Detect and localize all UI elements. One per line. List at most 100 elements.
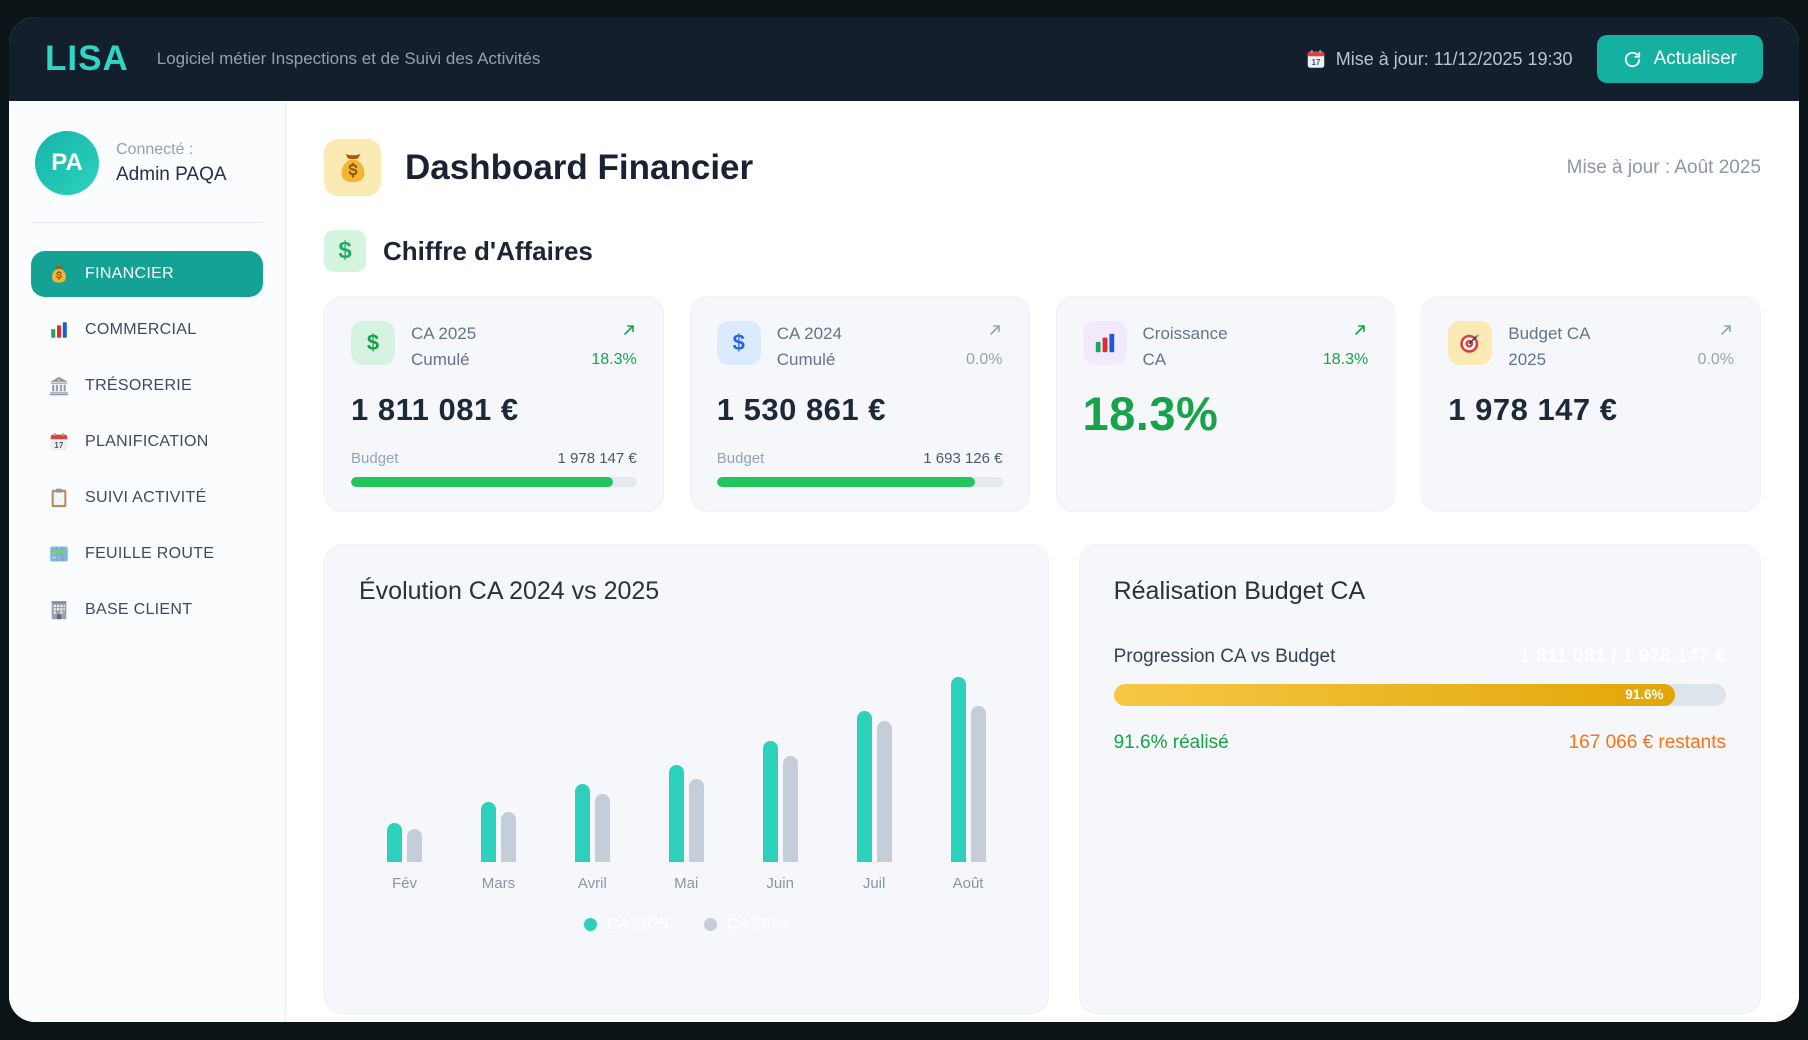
user-name: Admin PAQA [116,163,227,185]
bar-ca-2024 [500,811,516,862]
bar-pair [574,672,610,862]
budget-progress-fill: 91.6% [1113,683,1675,706]
kpi-label: Croissance CA [1143,321,1228,374]
budget-label: Budget [716,449,765,467]
bar-ca-2024 [782,755,798,862]
bar-ca-2025 [950,676,966,862]
budget-stats: 91.6% réalisé 167 066 € restants [1114,732,1726,754]
sidebar-item-label: TRÉSORERIE [85,377,193,394]
kpi-trend-value: 18.3% [1322,350,1369,368]
progression-label: Progression CA vs Budget [1113,645,1336,667]
refresh-icon [1623,50,1642,69]
chart-title: Évolution CA 2024 vs 2025 [359,576,660,605]
kpi-label-line2: 2025 [1508,350,1547,370]
kpi-value: 1 978 147 € [1448,391,1618,427]
bar-group: Mai [668,672,704,892]
legend-dot [704,918,718,932]
kpi-top: $ CA 2024 Cumulé 0.0% [716,321,1003,374]
sidebar-item-label: COMMERCIAL [85,321,197,338]
bar-ca-2024 [688,778,704,862]
kpi-top: $ CA 2025 Cumulé 18.3% [351,321,637,374]
dollar-icon: $ [324,230,366,272]
kpi-label-line2: CA [1142,350,1167,370]
calendar-icon: 17 [1305,48,1327,70]
kpi-label-line1: Budget CA [1508,324,1591,343]
sidebar-item-planification[interactable]: 17 PLANIFICATION [31,419,263,465]
budget-head-row: Progression CA vs Budget 1 811 081 / 1 9… [1114,646,1726,668]
app-logo: LISA [45,39,129,78]
sidebar-item-suivi-activite[interactable]: SUIVI ACTIVITÉ [31,475,263,521]
kpi-value: 1 811 081 € [351,391,519,427]
sidebar-item-label: FEUILLE ROUTE [85,545,215,562]
kpi-progress-track [716,476,1003,487]
bar-ca-2025 [480,801,496,862]
kpi-label-line1: CA 2025 [411,324,477,343]
budget-progress-track: 91.6% [1113,683,1726,706]
page-head: Dashboard Financier Mise à jour : Août 2… [324,139,1761,196]
bar-ca-2024 [970,705,986,862]
bar-group: Mars [480,672,516,892]
budget-value: 1 693 126 € [923,449,1003,467]
last-update-text: Mise à jour: 11/12/2025 19:30 [1335,48,1573,69]
connected-label: Connecté : [116,140,194,158]
kpi-trend: 0.0% [1698,321,1734,372]
bar-chart-icon [1082,321,1127,365]
bar-ca-2025 [574,783,590,862]
bar-group: Juin [762,672,798,892]
svg-text:17: 17 [1311,58,1320,67]
main-panel: Dashboard Financier Mise à jour : Août 2… [286,101,1799,1022]
sidebar-item-label: SUIVI ACTIVITÉ [85,489,207,506]
last-update: 17 Mise à jour: 11/12/2025 19:30 [1305,48,1573,70]
x-axis-label: Août [952,874,984,892]
money-bag-icon [324,139,381,196]
building-icon [48,599,70,621]
sidebar-item-label: PLANIFICATION [85,433,209,450]
x-axis-label: Juin [766,874,794,892]
kpi-label-line1: Croissance [1142,324,1228,343]
sidebar-item-financier[interactable]: FINANCIER [31,251,263,297]
realized-text: 91.6% réalisé [1113,731,1229,753]
budget-panel: Réalisation Budget CA Progression CA vs … [1078,543,1761,1014]
bar-pair [480,672,516,862]
sidebar-item-tresorerie[interactable]: TRÉSORERIE [31,363,263,409]
sidebar-nav: FINANCIER COMMERCIAL TRÉSORERIE 17 PLANIFICA… [31,251,263,633]
x-axis-label: Avril [577,874,607,892]
bar-chart: Fév Mars Avril Mai Juin Juil Août [359,650,1014,892]
refresh-button[interactable]: Actualiser [1596,35,1763,83]
kpi-label-line1: CA 2024 [776,324,842,343]
user-block: PA Connecté : Admin PAQA [31,131,263,195]
sidebar-item-feuille-route[interactable]: FEUILLE ROUTE [31,531,263,577]
kpi-top: Budget CA 2025 0.0% [1448,321,1734,374]
bar-pair [762,672,798,862]
chart-panel: Évolution CA 2024 vs 2025 Fév Mars Avril Ma… [324,543,1049,1014]
clipboard-icon [48,487,70,509]
legend-label: CA 2025 [606,915,669,933]
remaining-text: 167 066 € restants [1568,731,1726,753]
bar-ca-2025 [668,764,684,862]
sidebar-item-commercial[interactable]: COMMERCIAL [31,307,263,353]
legend-dot [583,918,597,932]
bar-ca-2024 [876,720,892,862]
kpi-trend: 18.3% [591,321,637,372]
sidebar-item-base-client[interactable]: BASE CLIENT [31,587,263,633]
trend-up-icon [591,321,636,347]
kpi-value: 18.3% [1082,386,1219,440]
bar-ca-2024 [594,793,610,862]
bar-pair [856,672,892,862]
kpi-label: CA 2025 Cumulé [411,321,476,374]
legend-item: CA 2025 [583,915,669,934]
kpi-budget-row: Budget 1 693 126 € [717,450,1003,467]
trend-up-icon [966,321,1002,347]
sidebar-item-label: FINANCIER [85,265,174,282]
kpi-trend-value: 0.0% [1697,350,1734,368]
target-icon [1448,321,1493,365]
budget-panel-title: Réalisation Budget CA [1113,576,1366,605]
section-head: $ Chiffre d'Affaires [324,230,1761,272]
x-axis-label: Mai [674,874,699,892]
x-axis-label: Fév [391,874,417,892]
money-bag-icon [48,263,70,285]
kpi-trend-value: 0.0% [966,350,1003,368]
refresh-button-label: Actualiser [1653,48,1737,69]
trend-up-icon [1698,321,1734,347]
bar-pair [950,672,986,862]
